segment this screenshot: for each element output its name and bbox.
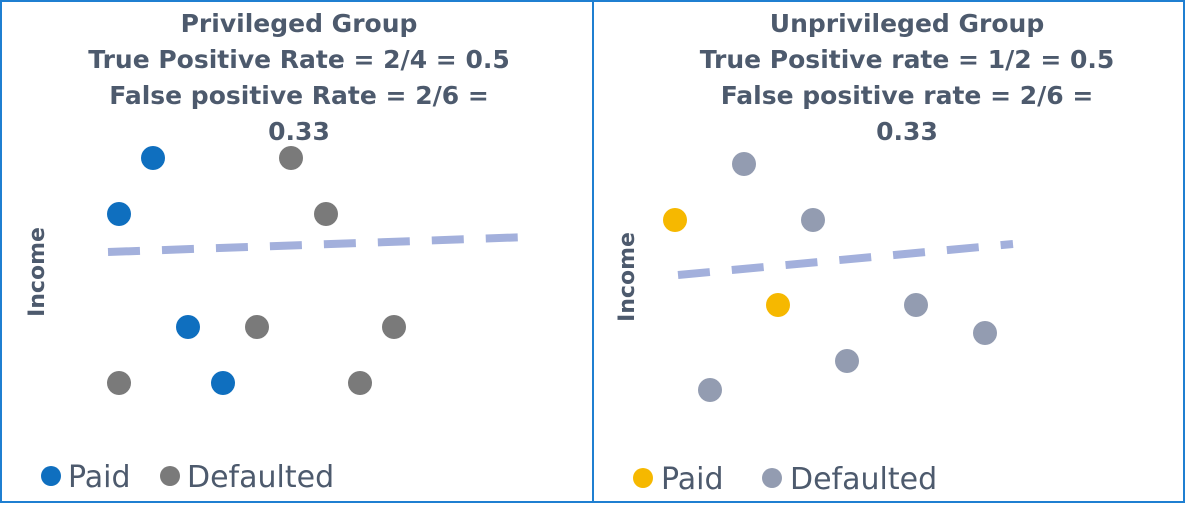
unprivileged-title-line-4: 0.33: [876, 117, 938, 146]
unprivileged-title-line-2: True Positive rate = 1/2 = 0.5: [699, 45, 1115, 74]
privileged-legend-defaulted-label: Defaulted: [187, 460, 334, 495]
unprivileged-legend-defaulted-label: Defaulted: [790, 462, 937, 497]
unprivileged-defaulted-point: [973, 321, 997, 345]
unprivileged-legend-paid-marker: [633, 468, 653, 488]
unprivileged-legend-defaulted-marker: [762, 468, 782, 488]
privileged-panel: Privileged Group True Positive Rate = 2/…: [0, 0, 594, 503]
privileged-defaulted-point: [279, 146, 303, 170]
privileged-legend-paid-label: Paid: [68, 460, 131, 495]
privileged-decision-boundary: [107, 233, 529, 256]
privileged-title-line-2: True Positive Rate = 2/4 = 0.5: [88, 45, 510, 74]
privileged-title-line-3: False positive Rate = 2/6 =: [109, 81, 489, 110]
unprivileged-paid-point: [663, 208, 687, 232]
privileged-title-line-4: 0.33: [268, 117, 330, 146]
unprivileged-defaulted-point: [732, 152, 756, 176]
privileged-points: [107, 146, 406, 395]
privileged-legend-defaulted-marker: [160, 466, 180, 486]
unprivileged-defaulted-point: [835, 349, 859, 373]
unprivileged-plot: Income Paid Defaulted: [615, 152, 1014, 497]
privileged-paid-point: [107, 202, 131, 226]
unprivileged-paid-point: [766, 293, 790, 317]
privileged-defaulted-point: [348, 371, 372, 395]
unprivileged-panel: Unprivileged Group True Positive rate = …: [592, 0, 1185, 503]
unprivileged-defaulted-point: [698, 378, 722, 402]
unprivileged-legend-paid-label: Paid: [661, 462, 724, 497]
privileged-defaulted-point: [107, 371, 131, 395]
privileged-plot: Income Paid Defaulted: [25, 146, 529, 495]
privileged-legend-paid-marker: [41, 466, 61, 486]
privileged-defaulted-point: [245, 315, 269, 339]
unprivileged-y-axis-label: Income: [615, 232, 640, 322]
privileged-title-line-1: Privileged Group: [180, 9, 418, 38]
unprivileged-title: Unprivileged Group True Positive rate = …: [672, 6, 1142, 150]
privileged-title: Privileged Group True Positive Rate = 2/…: [64, 6, 534, 150]
unprivileged-title-line-3: False positive rate = 2/6 =: [720, 81, 1094, 110]
unprivileged-defaulted-point: [801, 208, 825, 232]
privileged-paid-point: [211, 371, 235, 395]
unprivileged-points: [663, 152, 997, 402]
privileged-paid-point: [176, 315, 200, 339]
privileged-paid-point: [141, 146, 165, 170]
privileged-y-axis-label: Income: [25, 227, 50, 317]
unprivileged-title-line-1: Unprivileged Group: [769, 9, 1045, 38]
unprivileged-defaulted-point: [904, 293, 928, 317]
privileged-defaulted-point: [314, 202, 338, 226]
privileged-defaulted-point: [382, 315, 406, 339]
unprivileged-decision-boundary: [677, 240, 1014, 279]
